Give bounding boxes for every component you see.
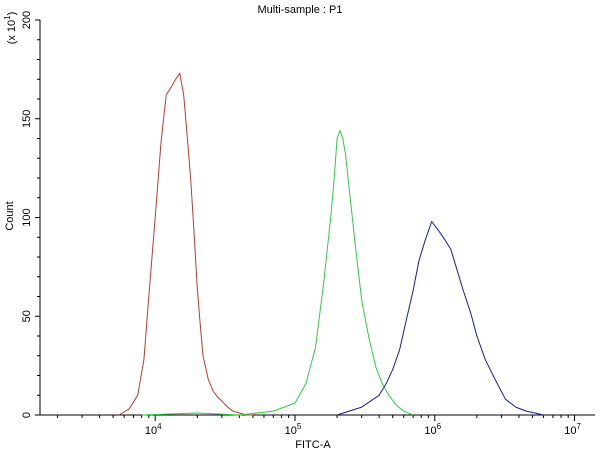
x-tick-label: 105: [285, 422, 302, 437]
y-multiplier-label: (x 101): [3, 12, 18, 45]
y-tick-label: 150: [21, 110, 33, 128]
tick-group: 0 50 100 150 200 104 105 106 107: [21, 11, 581, 437]
y-tick-label: 0: [21, 412, 33, 418]
series-line-2: [141, 130, 414, 416]
x-tick-label: 107: [564, 422, 581, 437]
series-line-3: [336, 221, 544, 416]
y-tick-label: 50: [21, 310, 33, 322]
x-axis-label: FITC-A: [295, 439, 331, 451]
x-tick-label: 106: [424, 422, 441, 437]
series-group: [118, 72, 544, 416]
chart-title: Multi-sample : P1: [258, 4, 343, 16]
y-tick-label: 100: [21, 208, 33, 226]
x-tick-label: 104: [145, 422, 162, 437]
y-axis-label: Count: [4, 201, 16, 230]
y-tick-label: 200: [21, 11, 33, 29]
series-line-1: [118, 72, 253, 416]
